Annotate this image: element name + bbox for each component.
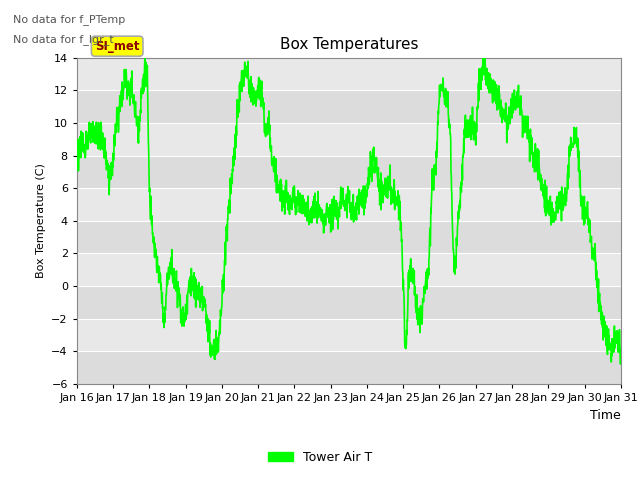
Text: No data for f_lgr_t: No data for f_lgr_t bbox=[13, 34, 113, 45]
X-axis label: Time: Time bbox=[590, 408, 621, 421]
Bar bbox=[77, 90, 621, 123]
Bar bbox=[77, 188, 621, 221]
Bar bbox=[77, 253, 621, 286]
Bar bbox=[77, 123, 621, 156]
Bar bbox=[77, 221, 621, 253]
Bar bbox=[77, 319, 621, 351]
Bar bbox=[77, 58, 621, 90]
Text: SI_met: SI_met bbox=[95, 40, 140, 53]
Bar bbox=[77, 286, 621, 319]
Text: No data for f_PTemp: No data for f_PTemp bbox=[13, 14, 125, 25]
Y-axis label: Box Temperature (C): Box Temperature (C) bbox=[36, 163, 45, 278]
Title: Box Temperatures: Box Temperatures bbox=[280, 37, 418, 52]
Bar bbox=[77, 156, 621, 188]
Bar bbox=[77, 351, 621, 384]
Legend: Tower Air T: Tower Air T bbox=[263, 446, 377, 469]
